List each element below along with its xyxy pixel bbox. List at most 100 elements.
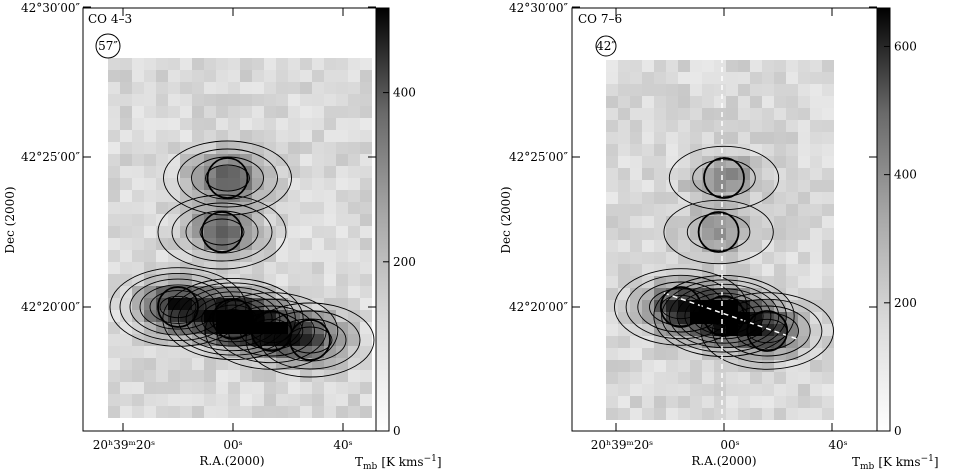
map-pixel [678,372,690,384]
map-pixel [360,142,372,154]
contour-line [273,318,347,362]
map-pixel [666,156,678,168]
map-pixel [336,58,348,70]
map-pixel [630,192,642,204]
map-pixel [156,238,168,250]
map-pixel [774,108,786,120]
map-pixel [144,130,156,142]
map-pixel [204,274,216,286]
map-pixel [132,406,144,418]
map-pixel [192,106,204,118]
map-pixel [336,406,348,418]
map-pixel [108,322,120,334]
map-pixel [798,264,810,276]
map-pixel [702,408,714,420]
map-pixel [774,324,786,336]
map-pixel [312,166,324,178]
map-pixel [678,72,690,84]
map-pixel [324,214,336,226]
map-pixel [714,120,726,132]
map-pixel [618,168,630,180]
x-tick-label: 00ˢ [720,438,739,452]
map-pixel [252,58,264,70]
map-pixel [810,408,822,420]
map-pixel [630,264,642,276]
contour-line [185,291,281,347]
map-pixel [240,106,252,118]
beam-circle [206,157,249,199]
contour-line [700,292,834,370]
map-pixel [690,252,702,264]
map-pixel [216,214,228,226]
map-pixel [786,408,798,420]
map-pixel [336,238,348,250]
map-pixel [204,394,216,406]
map-pixel [642,240,654,252]
map-pixel [618,408,630,420]
map-pixel [762,216,774,228]
map-pixel [798,156,810,168]
map-pixel [654,336,666,348]
map-pixel [120,106,132,118]
map-pixel [738,204,750,216]
map-pixel [240,142,252,154]
map-pixel [132,202,144,214]
map-pixel [726,180,738,192]
map-pixel [348,238,360,250]
map-pixel [774,396,786,408]
map-pixel [750,120,762,132]
map-pixel [762,288,774,300]
map-pixel [810,288,822,300]
map-pixel [336,178,348,190]
map-pixel [762,276,774,288]
map-pixel [606,216,618,228]
contour-line [129,278,227,336]
map-pixel [216,394,228,406]
map-pixel [312,334,324,346]
map-pixel [108,118,120,130]
map-pixel [108,106,120,118]
map-pixel [822,84,834,96]
map-pixel [252,238,264,250]
map-pixel [726,396,738,408]
map-pixel [144,142,156,154]
map-pixel [336,214,348,226]
map-pixel [774,132,786,144]
map-pixel [264,82,276,94]
contour-line [228,305,315,357]
map-pixel [618,276,630,288]
map-pixel [726,408,738,420]
map-pixel [348,394,360,406]
map-pixel [120,370,132,382]
map-pixel [810,156,822,168]
map-pixel [312,118,324,130]
map-pixel [132,58,144,70]
map-pixel [204,406,216,418]
map-pixel [738,120,750,132]
map-pixel [336,322,348,334]
map-pixel [276,202,288,214]
map-pixel [300,226,312,238]
cut-lines [663,40,801,420]
map-pixel [180,286,192,298]
map-pixel [714,108,726,120]
map-pixel [786,108,798,120]
x-tick-label: 00ˢ [223,438,242,452]
map-pixel [324,166,336,178]
y-axis-title: Dec (2000) [3,186,17,253]
map-pixel [144,178,156,190]
beam-size-circle [95,33,121,59]
map-pixel [288,262,300,274]
map-pixel [360,274,372,286]
map-pixel [726,72,738,84]
map-pixel [606,336,618,348]
map-pixel [762,96,774,108]
map-pixel [642,384,654,396]
map-pixel [300,142,312,154]
map-pixel [252,130,264,142]
map-pixel [168,394,180,406]
map-pixel [618,156,630,168]
map-pixel [750,192,762,204]
map-pixel [120,190,132,202]
map-pixel [702,252,714,264]
